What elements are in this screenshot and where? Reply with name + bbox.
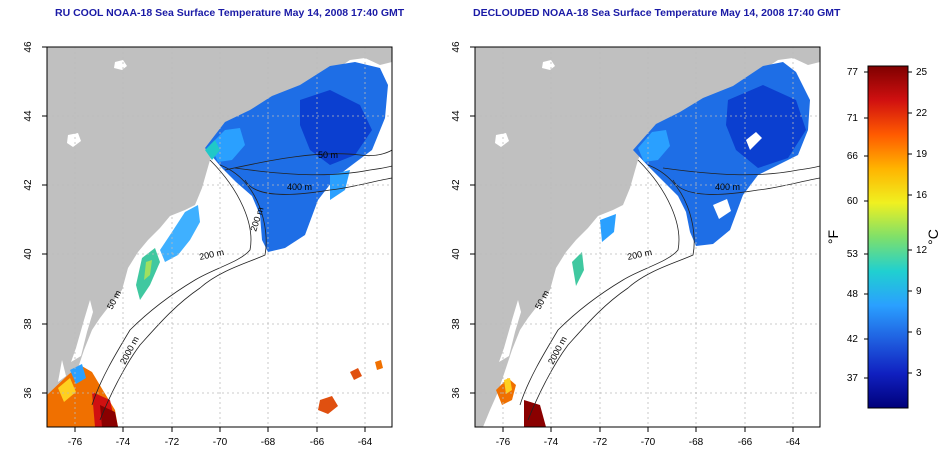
lat-tick-label: 42 — [451, 179, 462, 191]
celsius-tick: 12 — [916, 245, 928, 256]
temperature-colorbar: 77 71 66 60 53 48 42 37 25 22 19 16 12 9… — [825, 65, 941, 409]
lat-tick-label: 40 — [23, 248, 34, 260]
lon-tick-label: -68 — [689, 437, 704, 448]
lat-tick-label: 36 — [23, 387, 34, 399]
lon-tick-label: -74 — [116, 437, 131, 448]
fahrenheit-tick: 77 — [847, 67, 859, 78]
lon-tick-label: -74 — [544, 437, 559, 448]
contour-label: 50 m — [318, 150, 338, 160]
fahrenheit-tick: 60 — [847, 196, 859, 207]
contour-label: 400 m — [287, 182, 312, 192]
celsius-tick: 19 — [916, 149, 928, 160]
lon-tick-label: -76 — [496, 437, 511, 448]
left-sst-map: 50 m 2000 m 200 m 400 m 200 m 50 m -76 -… — [23, 41, 393, 448]
lat-tick-label: 42 — [23, 179, 34, 191]
lon-tick-label: -66 — [310, 437, 325, 448]
fahrenheit-axis-label: °F — [825, 230, 841, 244]
lat-tick-label: 46 — [23, 41, 34, 53]
land-mass — [475, 47, 820, 427]
sst-shelf-swath — [160, 205, 200, 262]
fahrenheit-tick: 37 — [847, 373, 859, 384]
lon-tick-label: -72 — [165, 437, 180, 448]
celsius-axis-label: °C — [925, 229, 941, 245]
lat-tick-label: 38 — [451, 318, 462, 330]
lon-tick-label: -64 — [358, 437, 373, 448]
contour-label: 400 m — [715, 182, 740, 192]
lon-tick-label: -66 — [738, 437, 753, 448]
lat-tick-label: 40 — [451, 248, 462, 260]
fahrenheit-tick: 53 — [847, 249, 859, 260]
fahrenheit-tick: 48 — [847, 289, 859, 300]
lon-tick-label: -72 — [593, 437, 608, 448]
celsius-tick: 6 — [916, 327, 922, 338]
lon-tick-label: -70 — [641, 437, 656, 448]
lat-tick-label: 36 — [451, 387, 462, 399]
lon-tick-label: -64 — [786, 437, 801, 448]
celsius-tick: 22 — [916, 108, 928, 119]
lat-tick-label: 44 — [451, 110, 462, 122]
land-mass — [47, 47, 392, 427]
left-panel-title: RU COOL NOAA-18 Sea Surface Temperature … — [55, 7, 405, 19]
lat-tick-label: 44 — [23, 110, 34, 122]
fahrenheit-tick: 42 — [847, 334, 859, 345]
fahrenheit-tick: 66 — [847, 151, 859, 162]
colorbar-gradient — [867, 65, 909, 409]
lon-tick-label: -76 — [68, 437, 83, 448]
celsius-tick: 25 — [916, 67, 928, 78]
celsius-tick: 3 — [916, 368, 922, 379]
lon-tick-label: -70 — [213, 437, 228, 448]
lat-tick-label: 38 — [23, 318, 34, 330]
lon-tick-label: -68 — [261, 437, 276, 448]
celsius-tick: 16 — [916, 190, 928, 201]
lat-tick-label: 46 — [451, 41, 462, 53]
right-sst-map: 50 m 2000 m 200 m 400 m -76 -74 -72 -70 … — [451, 41, 821, 448]
fahrenheit-tick: 71 — [847, 113, 859, 124]
celsius-tick: 9 — [916, 286, 922, 297]
right-panel-title: DECLOUDED NOAA-18 Sea Surface Temperatur… — [473, 7, 841, 19]
